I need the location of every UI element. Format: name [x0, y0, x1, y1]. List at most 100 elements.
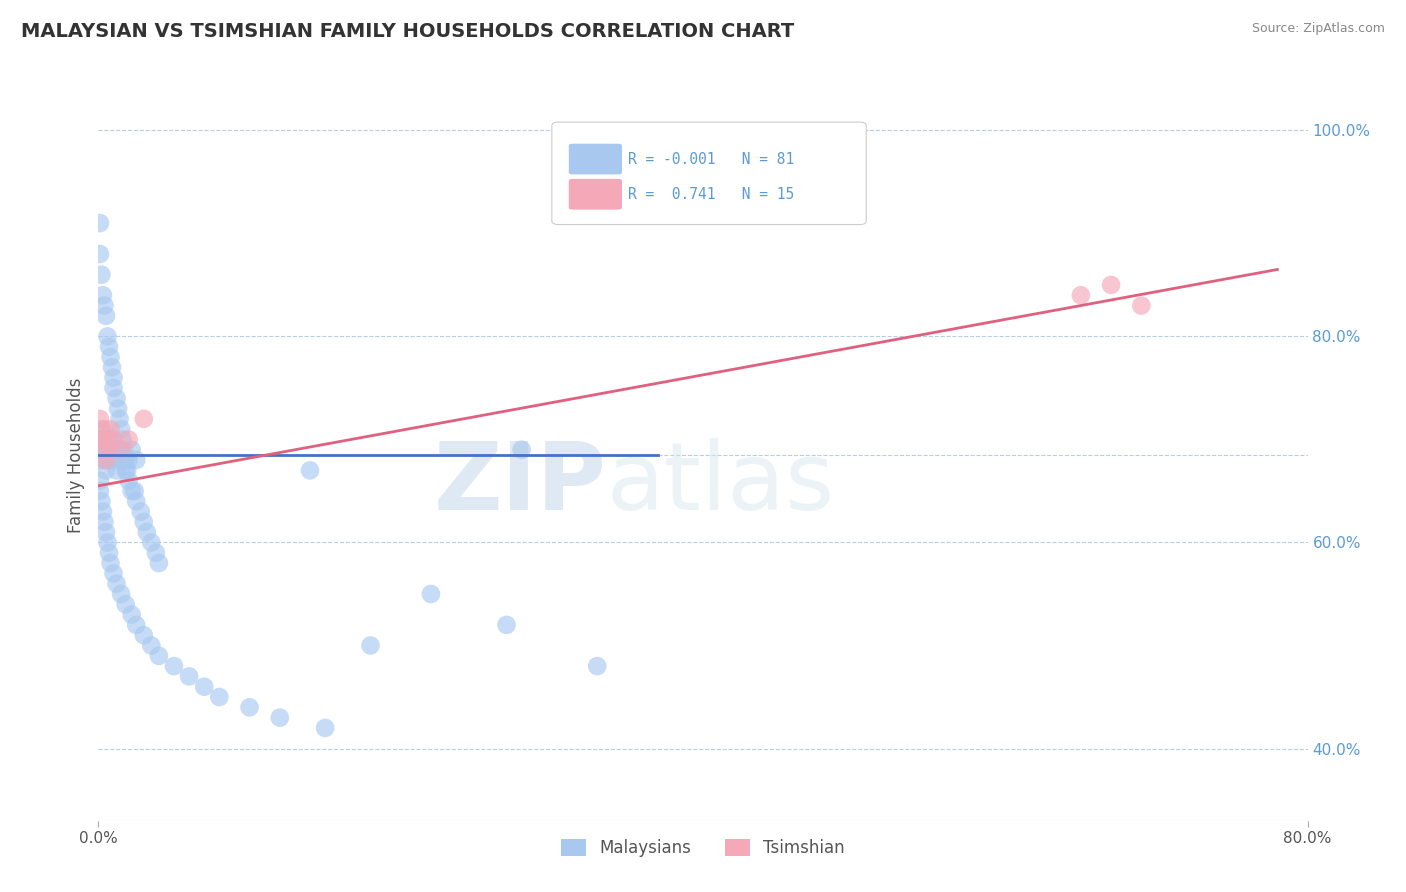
- Point: [94, 453, 117, 467]
- Point: [93, 422, 115, 436]
- Point: [103, 381, 125, 395]
- Legend: Malaysians, Tsimshian: Malaysians, Tsimshian: [554, 832, 852, 863]
- Text: R =  0.741   N = 15: R = 0.741 N = 15: [628, 186, 794, 202]
- Point: [360, 639, 382, 653]
- Text: atlas: atlas: [606, 438, 835, 530]
- Point: [420, 587, 443, 601]
- Point: [141, 535, 163, 549]
- Point: [100, 556, 122, 570]
- Point: [90, 494, 112, 508]
- Point: [135, 525, 157, 540]
- Point: [98, 442, 121, 457]
- Point: [90, 268, 112, 282]
- Point: [91, 288, 114, 302]
- Point: [91, 442, 114, 457]
- Point: [111, 433, 134, 447]
- Point: [163, 659, 186, 673]
- Point: [98, 546, 121, 560]
- Point: [124, 483, 146, 498]
- Point: [100, 350, 122, 364]
- Point: [93, 515, 115, 529]
- Point: [90, 422, 112, 436]
- Point: [112, 442, 135, 457]
- Point: [100, 433, 122, 447]
- Point: [129, 505, 152, 519]
- Point: [96, 535, 118, 549]
- Point: [91, 433, 114, 447]
- Point: [108, 412, 131, 426]
- Point: [132, 412, 155, 426]
- Point: [90, 433, 112, 447]
- Point: [114, 463, 136, 477]
- Point: [141, 639, 163, 653]
- Point: [96, 442, 118, 457]
- Point: [105, 391, 128, 405]
- Point: [269, 711, 291, 725]
- Point: [108, 442, 131, 457]
- Text: Source: ZipAtlas.com: Source: ZipAtlas.com: [1251, 22, 1385, 36]
- Point: [107, 401, 129, 416]
- Point: [105, 463, 128, 477]
- Point: [90, 433, 112, 447]
- Point: [89, 247, 111, 261]
- Point: [94, 463, 117, 477]
- Point: [125, 618, 148, 632]
- Point: [101, 442, 124, 457]
- Point: [103, 566, 125, 581]
- Point: [100, 422, 122, 436]
- FancyBboxPatch shape: [551, 122, 866, 225]
- FancyBboxPatch shape: [569, 179, 621, 210]
- Point: [299, 463, 322, 477]
- Point: [101, 360, 124, 375]
- Point: [98, 340, 121, 354]
- Point: [586, 659, 609, 673]
- Point: [125, 494, 148, 508]
- Point: [89, 483, 111, 498]
- Point: [94, 309, 117, 323]
- Point: [118, 453, 141, 467]
- Point: [239, 700, 262, 714]
- Point: [132, 515, 155, 529]
- Point: [103, 433, 125, 447]
- Text: R = -0.001   N = 81: R = -0.001 N = 81: [628, 152, 794, 167]
- Point: [105, 576, 128, 591]
- Point: [89, 453, 111, 467]
- Point: [89, 474, 111, 488]
- Point: [148, 556, 170, 570]
- Point: [121, 442, 143, 457]
- Point: [495, 618, 517, 632]
- Point: [510, 442, 533, 457]
- Point: [208, 690, 231, 704]
- Point: [118, 433, 141, 447]
- Point: [125, 453, 148, 467]
- Point: [110, 442, 132, 457]
- Point: [93, 453, 115, 467]
- Point: [94, 525, 117, 540]
- Point: [1070, 288, 1092, 302]
- Point: [115, 463, 138, 477]
- Point: [179, 669, 201, 683]
- FancyBboxPatch shape: [569, 144, 621, 175]
- Point: [103, 370, 125, 384]
- Point: [111, 453, 134, 467]
- Point: [132, 628, 155, 642]
- Point: [114, 453, 136, 467]
- Point: [110, 422, 132, 436]
- Point: [93, 299, 115, 313]
- Point: [89, 412, 111, 426]
- Point: [118, 474, 141, 488]
- Text: ZIP: ZIP: [433, 438, 606, 530]
- Point: [145, 546, 167, 560]
- Point: [89, 216, 111, 230]
- Point: [114, 597, 136, 611]
- Point: [1099, 277, 1122, 292]
- Point: [121, 483, 143, 498]
- Point: [96, 329, 118, 343]
- Point: [96, 433, 118, 447]
- Point: [98, 453, 121, 467]
- Text: MALAYSIAN VS TSIMSHIAN FAMILY HOUSEHOLDS CORRELATION CHART: MALAYSIAN VS TSIMSHIAN FAMILY HOUSEHOLDS…: [21, 22, 794, 41]
- Point: [89, 442, 111, 457]
- Point: [193, 680, 215, 694]
- Point: [103, 453, 125, 467]
- Y-axis label: Family Households: Family Households: [66, 377, 84, 533]
